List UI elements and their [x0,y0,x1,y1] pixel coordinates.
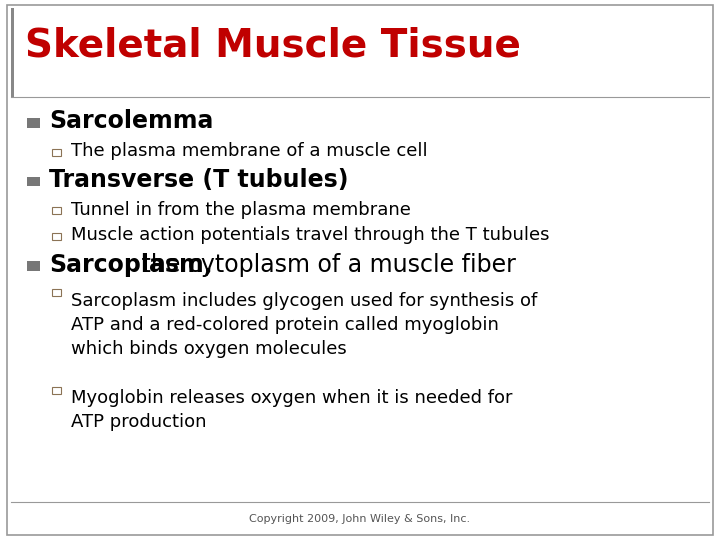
Text: the cytoplasm of a muscle fiber: the cytoplasm of a muscle fiber [134,253,516,276]
Bar [52,149,61,156]
Text: Tunnel in from the plasma membrane: Tunnel in from the plasma membrane [71,200,410,219]
Text: Muscle action potentials travel through the T tubules: Muscle action potentials travel through … [71,226,549,245]
Text: Copyright 2009, John Wiley & Sons, Inc.: Copyright 2009, John Wiley & Sons, Inc. [249,515,471,524]
Text: Skeletal Muscle Tissue: Skeletal Muscle Tissue [25,27,521,65]
Text: Myoglobin releases oxygen when it is needed for
ATP production: Myoglobin releases oxygen when it is nee… [71,389,512,431]
Bar [52,207,61,214]
Bar [27,261,40,271]
Bar [27,177,40,186]
Bar [27,118,40,128]
FancyBboxPatch shape [7,5,713,535]
Text: Transverse (T tubules): Transverse (T tubules) [49,168,348,192]
Bar [52,387,61,394]
Text: Sarcoplasm,: Sarcoplasm, [49,253,212,276]
Bar [52,233,61,240]
Bar [52,289,61,296]
Text: The plasma membrane of a muscle cell: The plasma membrane of a muscle cell [71,142,427,160]
Text: Sarcolemma: Sarcolemma [49,110,213,133]
Bar [11,8,14,97]
Text: Sarcoplasm includes glycogen used for synthesis of
ATP and a red-colored protein: Sarcoplasm includes glycogen used for sy… [71,292,537,358]
